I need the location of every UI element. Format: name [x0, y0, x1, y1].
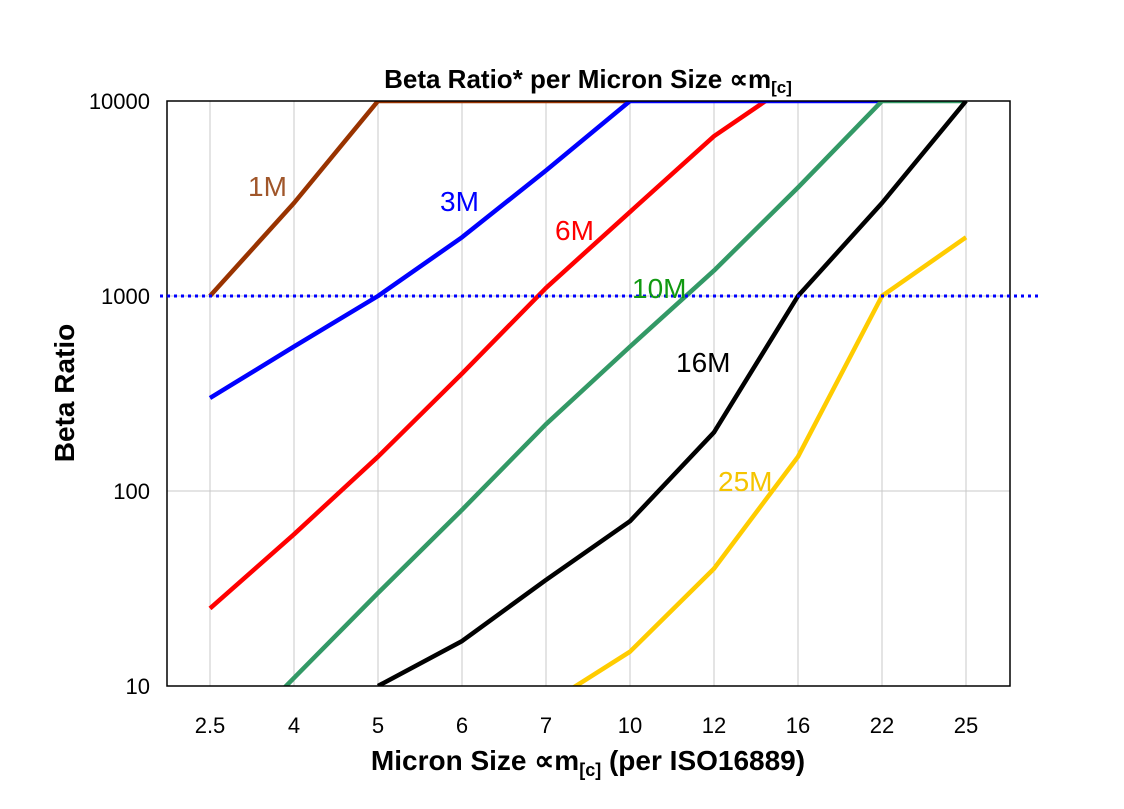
series-label-6M: 6M	[555, 215, 594, 246]
series-line-3M	[208, 101, 882, 400]
grid	[167, 100, 1010, 687]
series-label-1M: 1M	[248, 171, 287, 202]
x-tick-label: 4	[288, 713, 300, 738]
x-tick-label: 7	[540, 713, 552, 738]
series-lines	[208, 101, 968, 686]
x-tick-label: 22	[870, 713, 894, 738]
y-tick-label: 10000	[89, 89, 150, 114]
y-axis-title: Beta Ratio	[49, 324, 80, 462]
series-line-10M	[282, 101, 966, 686]
chart-title: Beta Ratio* per Micron Size ∝m[c]	[384, 64, 792, 97]
series-line-16M	[376, 101, 968, 686]
series-line-25M	[571, 235, 968, 686]
x-tick-label: 6	[456, 713, 468, 738]
x-tick-label: 5	[372, 713, 384, 738]
series-label-25M: 25M	[718, 466, 772, 497]
x-tick-label: 10	[618, 713, 642, 738]
series-label-16M: 16M	[676, 347, 730, 378]
x-tick-label: 2.5	[195, 713, 226, 738]
x-tick-label: 16	[786, 713, 810, 738]
series-line-6M	[208, 101, 770, 611]
x-tick-label: 12	[702, 713, 726, 738]
series-label-10M: 10M	[632, 273, 686, 304]
series-label-3M: 3M	[440, 186, 479, 217]
x-tick-label: 25	[954, 713, 978, 738]
y-tick-labels: 10 100 1000 10000	[89, 89, 150, 699]
x-tick-labels: 2.5 4 5 6 7 10 12 16 22 25	[195, 713, 979, 738]
plot-frame	[166, 100, 1011, 687]
y-tick-label: 1000	[101, 284, 150, 309]
y-tick-label: 10	[126, 674, 150, 699]
series-line-1M	[208, 101, 630, 298]
series-labels: 1M 6M 3M 10M 16M 25M	[248, 171, 772, 497]
x-axis-title: Micron Size ∝m[c] (per ISO16889)	[371, 745, 805, 780]
y-tick-label: 100	[113, 479, 150, 504]
